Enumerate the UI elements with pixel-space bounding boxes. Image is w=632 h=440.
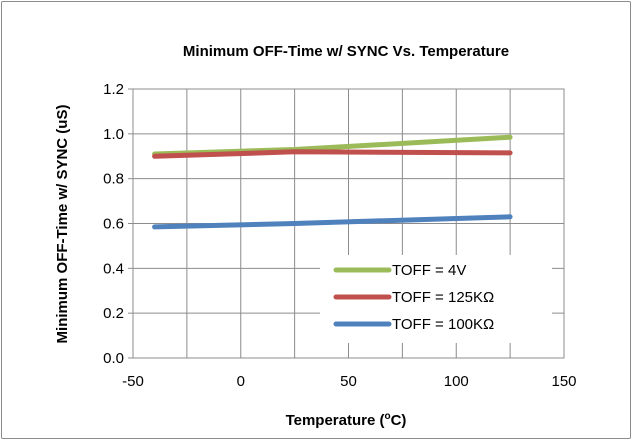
- y-tick-label: 0.2: [103, 305, 124, 322]
- x-tick-label: 0: [237, 373, 245, 390]
- series-line-2: [152, 149, 513, 159]
- y-axis-title: Minimum OFF-Time w/ SYNC (uS): [54, 105, 71, 344]
- y-tick-label: 1.2: [103, 81, 124, 98]
- x-tick-label: 50: [340, 373, 357, 390]
- chart-title: Minimum OFF-Time w/ SYNC Vs. Temperature: [183, 43, 509, 60]
- y-tick-label: 1.0: [103, 126, 124, 143]
- x-tick-label: 100: [444, 373, 469, 390]
- legend: TOFF = 4V TOFF = 125KΩ TOFF = 100KΩ: [320, 255, 552, 343]
- x-axis-ticks: -50 0 50 100 150: [122, 373, 576, 390]
- legend-label: TOFF = 125KΩ: [392, 289, 494, 306]
- y-tick-label: 0.0: [103, 350, 124, 367]
- y-axis-ticks: 0.0 0.2 0.4 0.6 0.8 1.0 1.2: [103, 81, 133, 367]
- y-tick-label: 0.4: [103, 260, 124, 277]
- x-axis-title: Temperature (oC): [286, 411, 407, 429]
- x-tick-label: 150: [551, 373, 576, 390]
- legend-label: TOFF = 4V: [392, 262, 466, 279]
- y-tick-label: 0.6: [103, 216, 124, 233]
- legend-label: TOFF = 100KΩ: [392, 316, 494, 333]
- series-line-3: [152, 214, 513, 230]
- y-tick-label: 0.8: [103, 171, 124, 188]
- series-lines: [152, 134, 513, 230]
- x-tick-label: -50: [122, 373, 144, 390]
